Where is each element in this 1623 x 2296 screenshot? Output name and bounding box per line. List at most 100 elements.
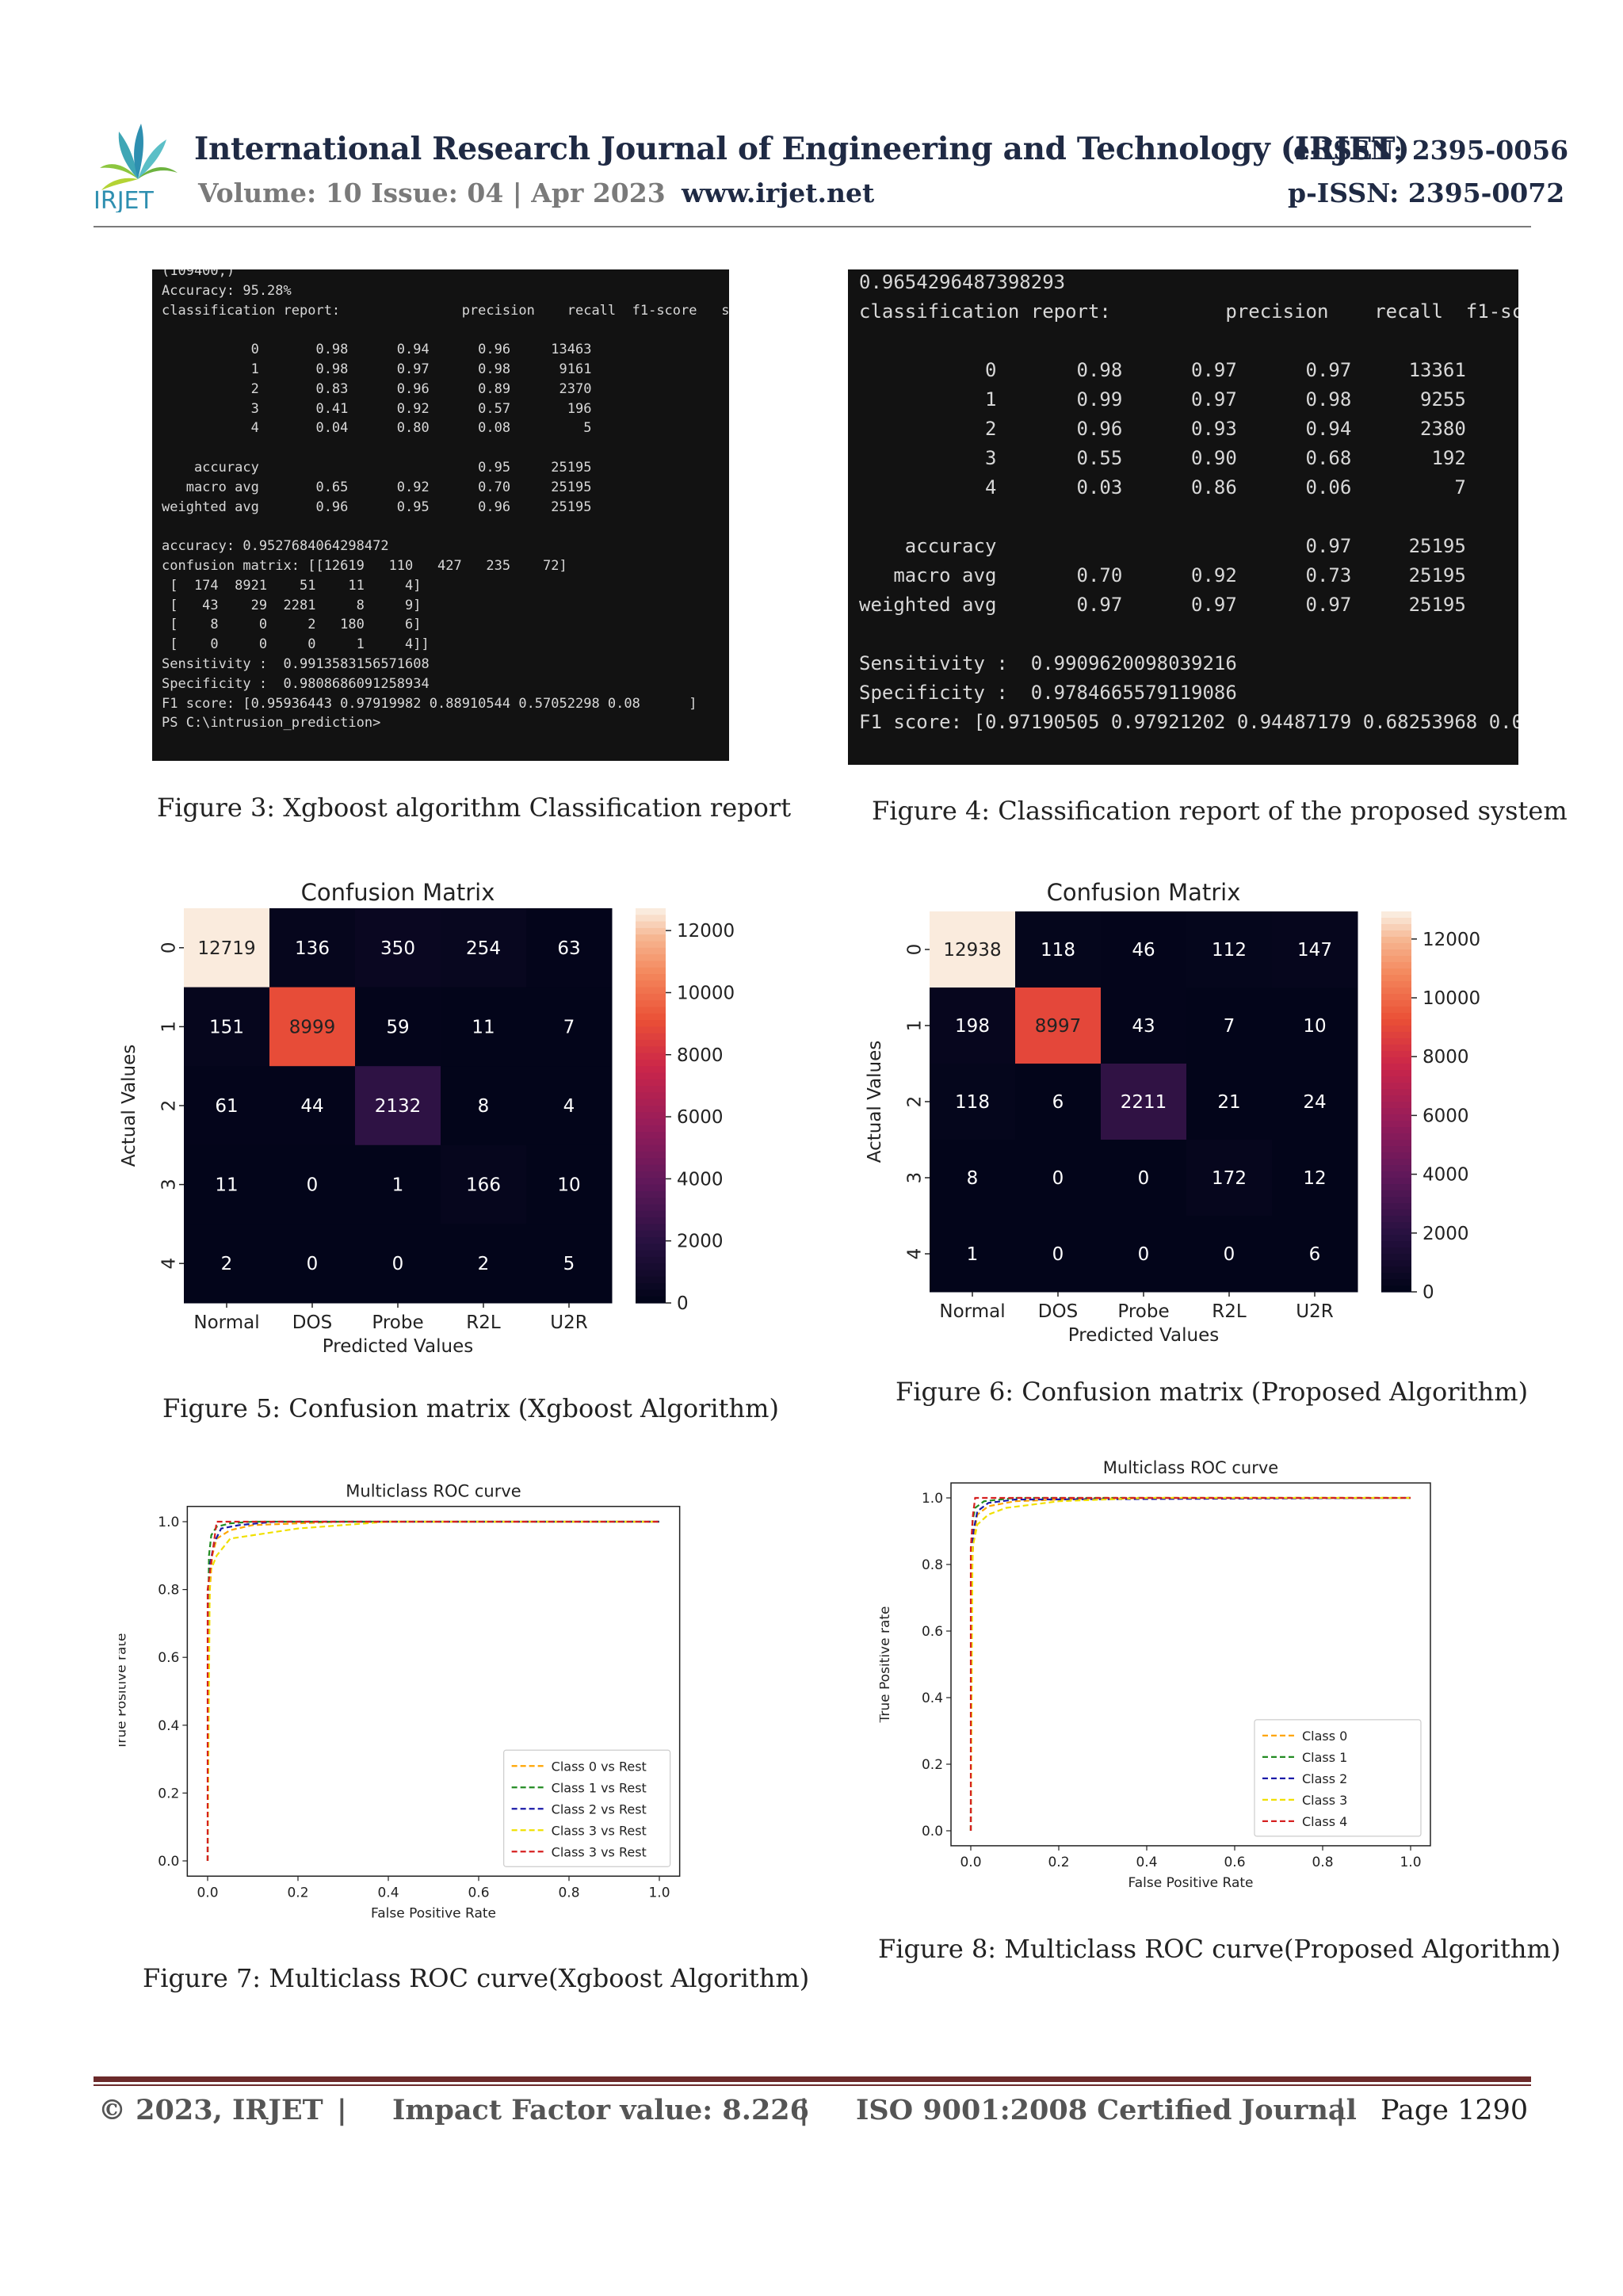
footer-copyright: © 2023, IRJET bbox=[98, 2094, 323, 2126]
legend-label: Class 1 vs Rest bbox=[552, 1780, 647, 1795]
colorbar-tick-label: 4000 bbox=[1423, 1165, 1469, 1186]
y-tick-label: 3 bbox=[159, 1179, 180, 1190]
x-tick-label: DOS bbox=[292, 1312, 332, 1333]
colorbar-segment bbox=[636, 1112, 666, 1120]
journal-website[interactable]: www.irjet.net bbox=[682, 178, 875, 208]
chart-title: Confusion Matrix bbox=[301, 879, 495, 906]
terminal-line: weighted avg 0.97 0.97 0.97 25195 bbox=[859, 594, 1466, 616]
colorbar-tick-label: 0 bbox=[677, 1293, 689, 1314]
heatmap-cell bbox=[1101, 1064, 1187, 1140]
cell-value-label: 46 bbox=[1132, 940, 1155, 961]
colorbar-segment bbox=[636, 1296, 666, 1304]
terminal-line: weighted avg 0.96 0.95 0.96 25195 bbox=[162, 499, 592, 515]
colorbar-segment bbox=[1381, 937, 1411, 944]
heatmap-cell bbox=[441, 1144, 527, 1224]
colorbar-segment bbox=[636, 1098, 666, 1106]
terminal-line: classification report: precision recall … bbox=[162, 302, 729, 319]
y-tick-label: 0.2 bbox=[922, 1757, 943, 1773]
colorbar-tick-label: 0 bbox=[1423, 1282, 1434, 1303]
heatmap-cell bbox=[1186, 911, 1273, 988]
y-tick-label: 0.4 bbox=[158, 1718, 179, 1734]
colorbar-segment bbox=[636, 1224, 666, 1232]
colorbar-segment bbox=[1381, 1057, 1411, 1064]
colorbar-segment bbox=[636, 921, 666, 929]
cell-value-label: 118 bbox=[1041, 940, 1075, 961]
colorbar-segment bbox=[1381, 1019, 1411, 1026]
colorbar-segment bbox=[636, 1033, 666, 1041]
colorbar-segment bbox=[1381, 1286, 1411, 1293]
heatmap-cell bbox=[184, 1066, 270, 1146]
cell-value-label: 0 bbox=[392, 1254, 404, 1274]
colorbar-segment bbox=[636, 1106, 666, 1113]
terminal-line: Specificity : 0.9784665579119086 bbox=[859, 682, 1237, 704]
colorbar-segment bbox=[636, 1013, 666, 1021]
journal-title: International Research Journal of Engine… bbox=[194, 131, 1410, 167]
colorbar-segment bbox=[636, 1217, 666, 1224]
footer-impact-factor: Impact Factor value: 8.226 bbox=[392, 2094, 810, 2126]
terminal-line: accuracy 0.95 25195 bbox=[162, 460, 592, 476]
y-tick-label: 4 bbox=[159, 1258, 180, 1270]
cell-value-label: 12938 bbox=[943, 940, 1001, 961]
colorbar-segment bbox=[636, 967, 666, 975]
colorbar-segment bbox=[636, 934, 666, 942]
colorbar-segment bbox=[636, 993, 666, 1001]
colorbar-tick-label: 10000 bbox=[677, 983, 735, 1003]
e-issn: e-ISSN: 2395-0056 bbox=[1293, 135, 1569, 166]
legend-label: Class 3 vs Rest bbox=[552, 1844, 647, 1859]
colorbar-segment bbox=[1381, 975, 1411, 982]
x-tick-label: 0.8 bbox=[558, 1885, 579, 1901]
colorbar-segment bbox=[636, 1204, 666, 1212]
cell-value-label: 136 bbox=[295, 938, 330, 959]
colorbar-segment bbox=[636, 1086, 666, 1093]
colorbar-segment bbox=[1381, 1159, 1411, 1166]
colorbar-segment bbox=[1381, 1045, 1411, 1052]
terminal-line: accuracy: 0.9527684064298472 bbox=[162, 538, 389, 555]
colorbar-segment bbox=[1381, 1266, 1411, 1274]
logo-leaves-icon bbox=[100, 124, 178, 190]
colorbar-segment bbox=[1381, 1184, 1411, 1191]
x-tick-label: 0.6 bbox=[1224, 1855, 1245, 1870]
heatmap-cell bbox=[269, 1224, 356, 1304]
roc-series-line bbox=[206, 1520, 659, 1861]
terminal-line: 4 0.04 0.80 0.08 5 bbox=[162, 420, 592, 437]
colorbar-segment bbox=[1381, 1026, 1411, 1033]
y-tick-label: 0 bbox=[905, 944, 926, 956]
cell-value-label: 7 bbox=[563, 1017, 575, 1037]
y-axis-label: Actual Values bbox=[865, 1041, 885, 1163]
proposed-report-terminal: 0.9654296487398293 classification report:… bbox=[848, 269, 1518, 765]
figure4-caption: Figure 4: Classification report of the p… bbox=[872, 796, 1568, 826]
colorbar-segment bbox=[636, 1152, 666, 1159]
x-tick-label: Normal bbox=[193, 1312, 259, 1333]
cell-value-label: 6 bbox=[1309, 1244, 1321, 1265]
colorbar-tick-label: 2000 bbox=[677, 1232, 724, 1252]
legend-label: Class 0 bbox=[1302, 1729, 1347, 1744]
chart-title: Confusion Matrix bbox=[1047, 879, 1241, 906]
y-tick-label: 4 bbox=[905, 1248, 926, 1260]
colorbar-segment bbox=[1381, 956, 1411, 963]
cell-value-label: 1 bbox=[392, 1175, 404, 1196]
colorbar-segment bbox=[636, 961, 666, 968]
heatmap-cell bbox=[930, 1216, 1016, 1293]
cell-value-label: 11 bbox=[215, 1175, 238, 1196]
cell-value-label: 118 bbox=[955, 1092, 990, 1113]
legend-label: Class 3 bbox=[1302, 1793, 1347, 1808]
heatmap-cell bbox=[1272, 1064, 1358, 1140]
colorbar-segment bbox=[1381, 1171, 1411, 1179]
heatmap-cell bbox=[526, 1066, 613, 1146]
cell-value-label: 4 bbox=[563, 1096, 575, 1117]
heatmap-cell bbox=[269, 987, 356, 1067]
x-axis-label: Predicted Values bbox=[1068, 1325, 1219, 1346]
terminal-line: F1 score: [0.97190505 0.97921202 0.94487… bbox=[859, 711, 1518, 733]
x-tick-label: R2L bbox=[1212, 1301, 1247, 1322]
heatmap-cell bbox=[1272, 1140, 1358, 1217]
colorbar-tick-label: 8000 bbox=[1423, 1047, 1469, 1068]
heatmap-cell bbox=[441, 987, 527, 1067]
cell-value-label: 12 bbox=[1303, 1168, 1326, 1189]
colorbar-segment bbox=[636, 947, 666, 955]
irjet-logo: IRJET bbox=[94, 124, 178, 212]
colorbar-segment bbox=[1381, 968, 1411, 976]
heatmap-cell bbox=[1101, 1216, 1187, 1293]
cell-value-label: 2211 bbox=[1121, 1092, 1167, 1113]
heatmap-cell bbox=[441, 1066, 527, 1146]
terminal-line: 3 0.41 0.92 0.57 196 bbox=[162, 400, 592, 417]
